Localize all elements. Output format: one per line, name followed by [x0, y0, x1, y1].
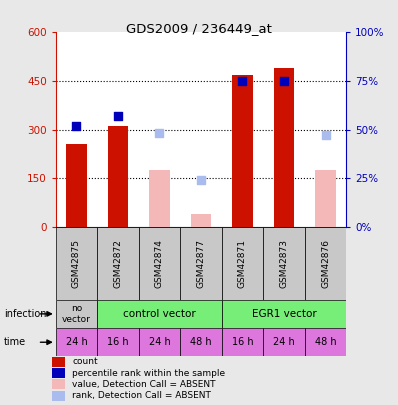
Text: GSM42876: GSM42876 [321, 239, 330, 288]
Text: rank, Detection Call = ABSENT: rank, Detection Call = ABSENT [72, 391, 211, 400]
Text: 48 h: 48 h [315, 337, 336, 347]
Bar [191, 214, 211, 227]
Bar [263, 227, 305, 300]
Bar [305, 227, 346, 300]
Text: infection: infection [4, 309, 47, 319]
Point [281, 78, 287, 84]
Bar [52, 357, 65, 367]
Bar [232, 75, 253, 227]
Bar [66, 144, 87, 227]
Bar [263, 328, 305, 356]
Text: time: time [4, 337, 26, 347]
Text: GSM42872: GSM42872 [113, 239, 123, 288]
Bar [97, 328, 139, 356]
Text: GSM42871: GSM42871 [238, 239, 247, 288]
Text: GSM42874: GSM42874 [155, 239, 164, 288]
Text: count: count [72, 357, 98, 366]
Bar [149, 170, 170, 227]
Bar [139, 328, 180, 356]
Bar [97, 227, 139, 300]
Text: 24 h: 24 h [148, 337, 170, 347]
Text: value, Detection Call = ABSENT: value, Detection Call = ABSENT [72, 380, 216, 389]
Bar [180, 328, 222, 356]
Point [198, 177, 204, 183]
Point [115, 113, 121, 119]
Bar [56, 227, 97, 300]
Bar [52, 391, 65, 401]
Bar [52, 379, 65, 389]
Text: control vector: control vector [123, 309, 196, 319]
Text: 24 h: 24 h [66, 337, 87, 347]
Bar [97, 300, 222, 328]
Text: GSM42877: GSM42877 [197, 239, 205, 288]
Point [156, 130, 163, 137]
Text: GSM42873: GSM42873 [279, 239, 289, 288]
Text: GDS2009 / 236449_at: GDS2009 / 236449_at [126, 22, 272, 35]
Bar [56, 300, 97, 328]
Bar [222, 300, 346, 328]
Point [239, 78, 246, 84]
Text: no
vector: no vector [62, 304, 91, 324]
Bar [52, 368, 65, 378]
Bar [305, 328, 346, 356]
Point [73, 122, 80, 129]
Text: percentile rank within the sample: percentile rank within the sample [72, 369, 225, 377]
Bar [180, 227, 222, 300]
Text: 16 h: 16 h [107, 337, 129, 347]
Text: GSM42875: GSM42875 [72, 239, 81, 288]
Point [322, 132, 329, 139]
Bar [273, 68, 295, 227]
Bar [139, 227, 180, 300]
Bar [107, 126, 128, 227]
Text: EGR1 vector: EGR1 vector [252, 309, 316, 319]
Bar [222, 227, 263, 300]
Bar [315, 170, 336, 227]
Text: 24 h: 24 h [273, 337, 295, 347]
Bar [56, 328, 97, 356]
Bar [222, 328, 263, 356]
Text: 16 h: 16 h [232, 337, 253, 347]
Text: 48 h: 48 h [190, 337, 212, 347]
